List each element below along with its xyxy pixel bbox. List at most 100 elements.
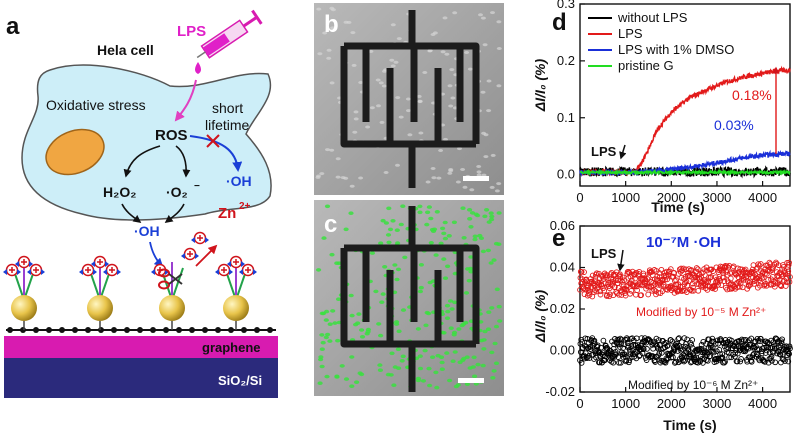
green-cell — [336, 297, 342, 302]
data-point — [783, 279, 790, 286]
data-point — [603, 274, 609, 281]
data-point — [636, 353, 643, 359]
ros-label: ROS — [155, 127, 188, 144]
lattice-node — [202, 327, 208, 333]
cell-speck — [349, 184, 355, 188]
data-point — [709, 335, 716, 342]
green-cell — [439, 360, 445, 365]
data-point — [767, 261, 774, 267]
cell-speck — [330, 8, 336, 12]
cell-speck — [346, 20, 352, 24]
green-cell — [493, 361, 500, 366]
green-cell — [445, 309, 451, 314]
data-point — [671, 347, 678, 354]
green-cell — [472, 374, 478, 379]
cell-speck — [486, 109, 492, 113]
data-point — [713, 264, 720, 271]
cell-speck — [438, 149, 444, 152]
cell-speck — [378, 81, 384, 85]
green-cell — [332, 321, 338, 325]
green-cell — [429, 227, 436, 232]
data-point — [706, 353, 713, 360]
green-cell — [349, 355, 355, 359]
green-cell — [489, 350, 495, 355]
green-cell — [334, 375, 340, 379]
green-cell — [319, 364, 325, 369]
green-cell — [327, 339, 333, 343]
cell-speck — [490, 11, 495, 15]
green-cell — [468, 269, 474, 274]
data-point — [597, 291, 604, 298]
substrate-layer — [4, 358, 278, 398]
cell-speck — [326, 48, 332, 52]
cell-speck — [329, 148, 335, 152]
data-point — [688, 287, 695, 294]
cell-speck — [335, 157, 341, 161]
data-point — [677, 268, 684, 275]
ligand-icon — [15, 261, 33, 267]
data-point — [619, 274, 626, 281]
cell-speck — [379, 120, 385, 124]
lattice-node — [59, 327, 65, 333]
green-cell — [466, 278, 472, 283]
data-point — [612, 348, 619, 355]
green-cell — [380, 292, 386, 296]
green-cell — [491, 369, 497, 373]
data-point — [640, 346, 647, 353]
green-cell — [427, 383, 433, 388]
green-cell — [324, 204, 331, 209]
green-cell — [335, 338, 341, 343]
panel-a: a Hela cell Oxidative stress ROS short l… — [3, 9, 278, 398]
data-point — [592, 278, 599, 284]
electrode-pattern — [340, 10, 480, 188]
chart-e-lps-annotation: LPS — [591, 246, 617, 261]
data-point — [725, 345, 732, 352]
x-tick-label: 2000 — [657, 190, 686, 205]
data-point — [721, 278, 728, 284]
data-point — [785, 262, 792, 268]
data-point — [721, 359, 728, 366]
ligand-icon — [239, 269, 257, 275]
data-point — [778, 340, 785, 346]
panel-c-label: c — [324, 211, 337, 238]
data-point — [633, 291, 639, 298]
green-cell — [383, 221, 389, 225]
data-point — [719, 351, 726, 357]
data-point — [772, 280, 779, 286]
data-point — [760, 274, 767, 281]
zn-label: Zn — [218, 205, 236, 222]
data-point — [601, 287, 608, 294]
scissor-icon — [158, 268, 183, 290]
chart-d-label: d — [552, 9, 567, 36]
cell-speck — [462, 185, 468, 189]
legend-entry: without LPS — [617, 10, 688, 25]
x-tick-label: 4000 — [748, 396, 777, 411]
green-cell — [320, 311, 327, 316]
data-point — [638, 292, 645, 298]
cell-speck — [317, 52, 323, 56]
green-cell — [472, 237, 478, 242]
lattice-node — [228, 327, 234, 333]
green-cell — [460, 206, 466, 210]
green-cell — [417, 366, 424, 371]
green-cell — [463, 320, 469, 325]
green-cell — [354, 380, 360, 385]
green-cell — [399, 359, 405, 363]
data-point — [755, 352, 761, 358]
scale-bar — [463, 176, 489, 181]
green-cell — [438, 241, 444, 246]
green-cell — [417, 210, 423, 215]
cell-speck — [448, 104, 454, 108]
green-cell — [486, 220, 492, 224]
green-cell — [442, 236, 448, 241]
green-cell — [482, 214, 488, 219]
green-cell — [343, 227, 349, 232]
chart-d-ylabel: ΔI/I₀ (%) — [532, 59, 548, 113]
data-point — [703, 340, 709, 347]
data-point — [736, 283, 743, 290]
lattice-node — [241, 327, 247, 333]
data-point — [618, 340, 624, 347]
h2o2-to-oh-arrow — [121, 203, 142, 223]
data-point — [600, 337, 607, 344]
cell-speck — [476, 170, 482, 174]
